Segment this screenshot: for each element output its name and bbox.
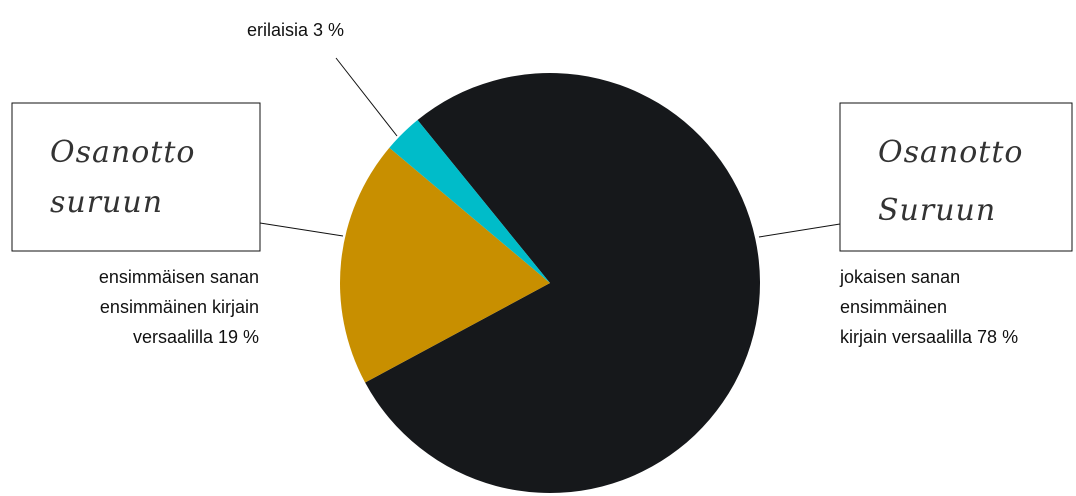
slice-label-ensimmaisen-sanan: ensimmäisen sanan ensimmäinen kirjain ve… <box>99 267 259 347</box>
example-card-jokaisen-sanan: Osanotto Suruun <box>839 102 1073 252</box>
leader-line-jokaisen-sanan <box>758 223 841 238</box>
example-card-line: Osanotto <box>878 135 1023 170</box>
example-card-line: Suruun <box>878 193 996 228</box>
leader-lines <box>259 57 841 238</box>
example-card-line: suruun <box>50 185 163 220</box>
slice-label-line: erilaisia 3 % <box>247 20 344 40</box>
pie-slices <box>339 73 761 494</box>
leader-line-ensimmaisen-sanan <box>259 222 344 237</box>
example-card-line: Osanotto <box>50 135 195 170</box>
slice-label-erilaisia: erilaisia 3 % <box>247 20 344 40</box>
leader-line-erilaisia <box>335 57 398 137</box>
slice-erilaisia <box>389 120 550 283</box>
slice-label-line: jokaisen sanan <box>839 267 960 287</box>
slice-label-line: ensimmäinen <box>840 297 947 317</box>
slice-label-line: ensimmäinen kirjain <box>100 297 259 317</box>
example-card-frame <box>11 102 261 252</box>
slice-label-line: kirjain versaalilla 78 % <box>840 327 1018 347</box>
slice-ensimmaisen-sanan <box>339 147 550 383</box>
example-card-ensimmaisen-sanan: Osanotto suruun <box>11 102 261 252</box>
slice-label-line: ensimmäisen sanan <box>99 267 259 287</box>
slice-label-line: versaalilla 19 % <box>133 327 259 347</box>
slice-label-jokaisen-sanan: jokaisen sanan ensimmäinen kirjain versa… <box>839 267 1018 347</box>
example-card-frame <box>839 102 1073 252</box>
slice-jokaisen-sanan <box>365 73 761 494</box>
